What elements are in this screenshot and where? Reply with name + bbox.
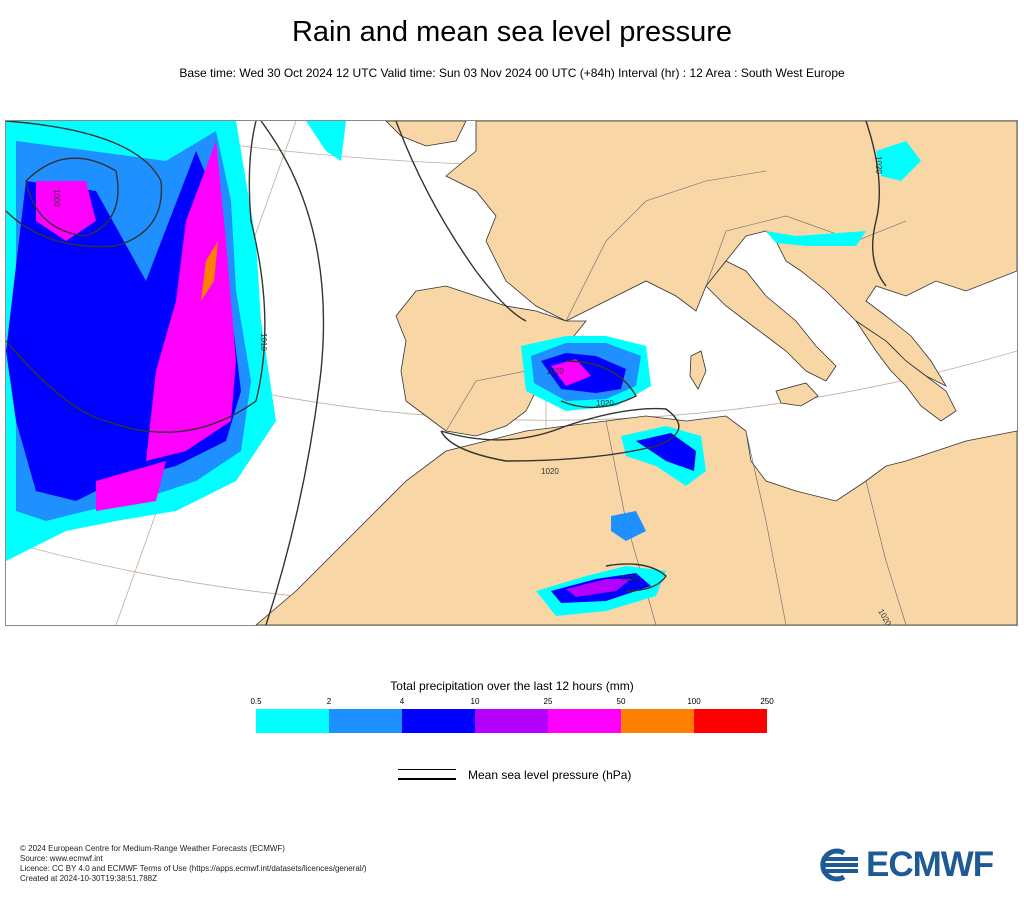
legend-tick: 4 — [399, 697, 405, 706]
isobar-legend-line — [398, 778, 456, 780]
isobars — [6, 121, 887, 625]
legend-tick: 25 — [543, 697, 553, 706]
land-sardinia — [689, 350, 707, 390]
land-italy — [705, 260, 837, 382]
legend-swatch — [402, 709, 475, 733]
credit-line: Licence: CC BY 4.0 and ECMWF Terms of Us… — [20, 864, 367, 873]
land-iberia — [395, 285, 587, 437]
isobar-label: 1010 — [259, 333, 268, 351]
chart-subtitle: Base time: Wed 30 Oct 2024 12 UTC Valid … — [179, 66, 845, 80]
legend-tick: 10 — [470, 697, 480, 706]
legend-title: Total precipitation over the last 12 hou… — [390, 679, 634, 693]
isobar-label: 1020 — [596, 399, 614, 408]
credit-line: © 2024 European Centre for Medium-Range … — [20, 844, 285, 853]
legend-ticks: 0.5 2 4 10 25 50 100 250 — [250, 697, 776, 709]
ecmwf-logo: ECMWF — [814, 844, 1006, 886]
isobar-label: 1020 — [546, 367, 564, 376]
chart-title: Rain and mean sea level pressure — [291, 16, 733, 48]
weather-map: 1000 1010 1020 1020 1020 1020 1020 1020 — [5, 120, 1018, 626]
ecmwf-logo-icon — [820, 848, 858, 882]
credits: © 2024 European Centre for Medium-Range … — [20, 844, 367, 884]
isobar-legend-line — [398, 769, 456, 770]
precipitation-areas — [6, 121, 921, 616]
isobar-label: 1000 — [52, 189, 61, 207]
isobar-legend-label: Mean sea level pressure (hPa) — [468, 768, 632, 782]
isobar-label: 1020 — [874, 156, 883, 174]
legend-swatch — [475, 709, 548, 733]
isobar-label: 1020 — [621, 574, 639, 583]
legend-colorbar — [256, 709, 767, 733]
legend-swatch — [256, 709, 329, 733]
land-britain — [385, 121, 467, 147]
credit-line: Source: www.ecmwf.int — [20, 854, 103, 863]
legend-tick: 100 — [687, 697, 701, 706]
legend-swatch — [329, 709, 402, 733]
legend-tick: 250 — [760, 697, 774, 706]
legend-swatch — [694, 709, 767, 733]
legend-swatch — [621, 709, 694, 733]
land-balkans — [855, 320, 957, 422]
legend-tick: 50 — [616, 697, 626, 706]
ecmwf-logo-text: ECMWF — [866, 845, 994, 884]
land-sicily — [775, 382, 819, 407]
legend-tick: 0.5 — [250, 697, 262, 706]
legend-tick: 2 — [326, 697, 332, 706]
credit-line: Created at 2024-10-30T19:38:51.788Z — [20, 874, 157, 883]
isobar-label: 1020 — [541, 467, 559, 476]
legend-swatch — [548, 709, 621, 733]
